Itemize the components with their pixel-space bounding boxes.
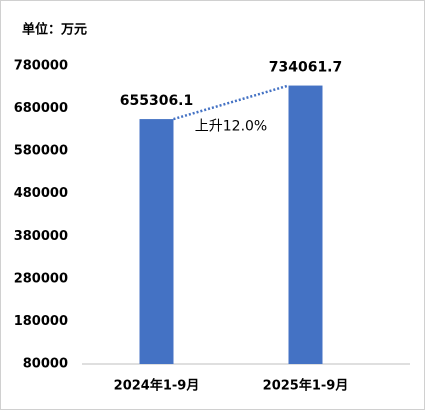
x-tick-label: 2024年1-9月 xyxy=(114,378,200,394)
data-label: 655306.1 xyxy=(120,93,194,109)
x-tick-label: 2025年1-9月 xyxy=(263,378,349,394)
annotation: 上升12.0% xyxy=(195,118,267,134)
bar xyxy=(139,119,174,364)
y-tick-label: 680000 xyxy=(14,101,68,116)
y-tick-label: 280000 xyxy=(14,271,68,286)
data-label: 734061.7 xyxy=(269,60,343,76)
unit-label: 单位：万元 xyxy=(22,22,87,38)
y-tick-label: 780000 xyxy=(14,59,68,74)
y-tick-label: 80000 xyxy=(23,357,68,372)
y-tick-label: 480000 xyxy=(14,186,68,201)
bar xyxy=(288,85,323,365)
y-tick-label: 580000 xyxy=(14,144,68,159)
y-tick-label: 380000 xyxy=(14,229,68,244)
y-tick-label: 180000 xyxy=(14,314,68,329)
